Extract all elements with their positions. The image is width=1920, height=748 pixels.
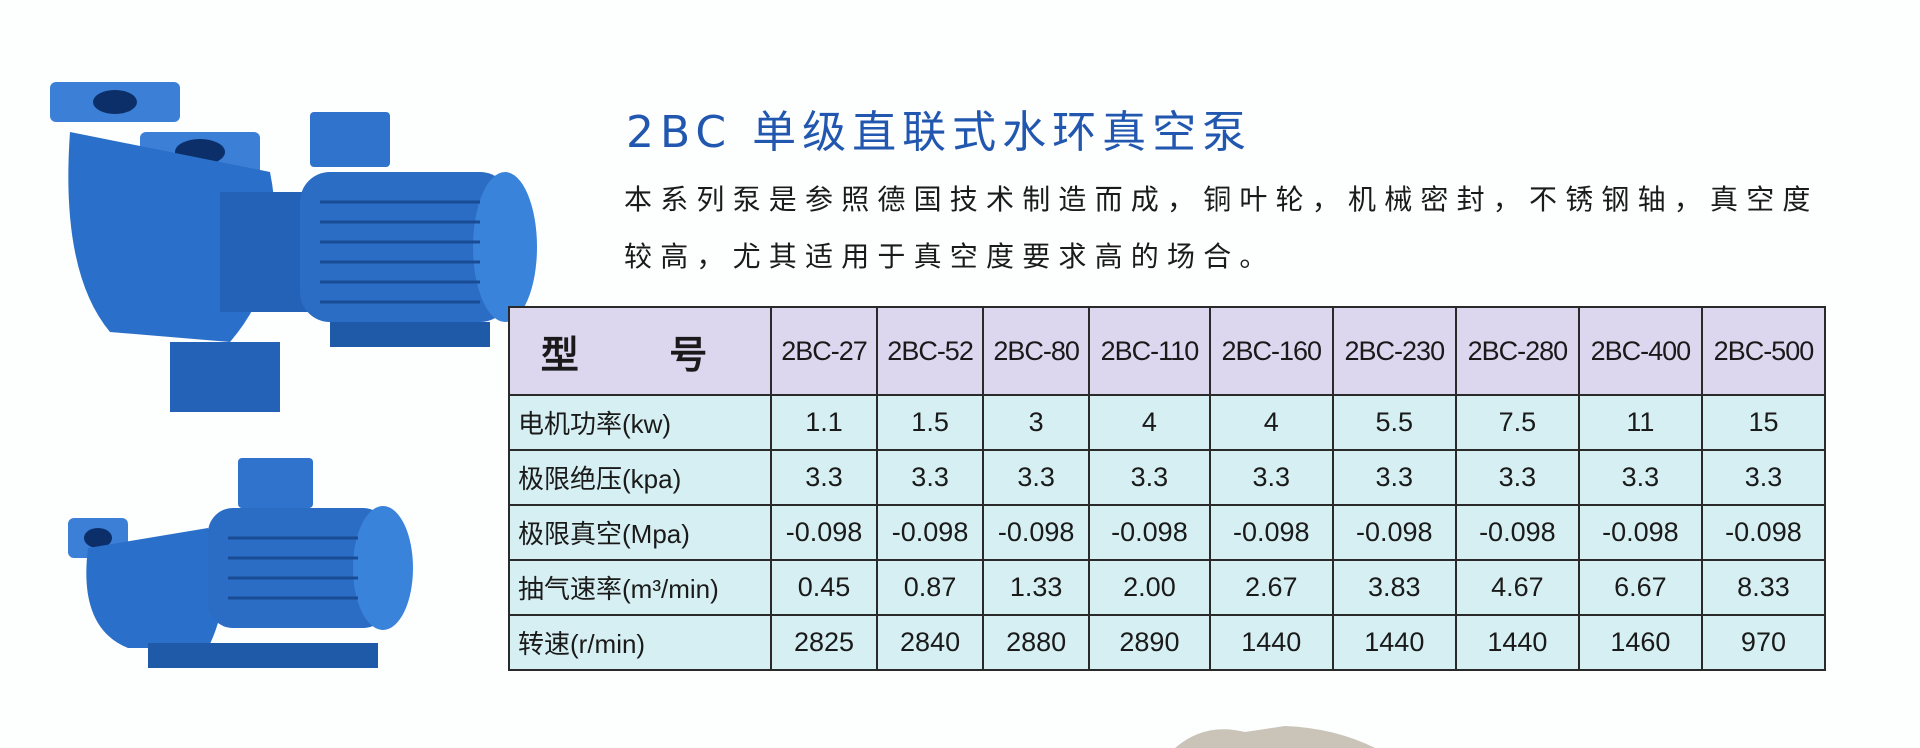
- table-cell: 1440: [1208, 614, 1334, 671]
- table-cell: 4: [1088, 394, 1211, 451]
- model-header: 2BC-500: [1700, 306, 1827, 396]
- table-header-row: 型 号 2BC-27 2BC-52 2BC-80 2BC-110 2BC-160…: [508, 306, 1827, 396]
- table-row: 电机功率(kw) 1.1 1.5 3 4 4 5.5 7.5 11 15: [508, 394, 1827, 451]
- row-label: 抽气速率(m³/min): [508, 559, 772, 616]
- table-cell: -0.098: [1331, 504, 1457, 561]
- table-cell: 4.67: [1454, 559, 1580, 616]
- table-cell: 5.5: [1331, 394, 1457, 451]
- table-cell: 3.3: [876, 449, 985, 506]
- row-label: 电机功率(kw): [508, 394, 772, 451]
- table-cell: 2.67: [1208, 559, 1334, 616]
- table-cell: 1.1: [769, 394, 879, 451]
- table-cell: 3.3: [1577, 449, 1703, 506]
- table-row: 转速(r/min) 2825 2840 2880 2890 1440 1440 1440 146…: [508, 614, 1827, 671]
- table-cell: 6.67: [1577, 559, 1703, 616]
- description-line-1: 本系列泵是参照德国技术制造而成，铜叶轮，机械密封，不锈钢轴，真空度: [624, 183, 1819, 216]
- row-label: 极限真空(Mpa): [508, 504, 772, 561]
- table-cell: -0.098: [876, 504, 985, 561]
- table-cell: 3: [982, 394, 1091, 451]
- page-title: 2BC 单级直联式水环真空泵: [626, 107, 1253, 158]
- row-label: 转速(r/min): [508, 614, 772, 671]
- table-cell: 970: [1700, 614, 1827, 671]
- row-label: 极限绝压(kpa): [508, 449, 772, 506]
- model-header: 2BC-400: [1577, 306, 1703, 396]
- table-cell: -0.098: [1700, 504, 1827, 561]
- table-cell: 1440: [1454, 614, 1580, 671]
- table-cell: 2840: [876, 614, 985, 671]
- model-header: 2BC-52: [876, 306, 985, 396]
- header-label: 型 号: [508, 306, 772, 396]
- table-cell: -0.098: [1454, 504, 1580, 561]
- table-cell: 2.00: [1088, 559, 1211, 616]
- table-cell: 15: [1700, 394, 1827, 451]
- model-header: 2BC-27: [769, 306, 879, 396]
- table-cell: 1.5: [876, 394, 985, 451]
- table-cell: 3.3: [982, 449, 1091, 506]
- table-cell: 1460: [1577, 614, 1703, 671]
- table-cell: 1440: [1331, 614, 1457, 671]
- table-cell: 8.33: [1700, 559, 1827, 616]
- table-cell: 1.33: [982, 559, 1091, 616]
- table-cell: 3.3: [1088, 449, 1211, 506]
- table-cell: 3.3: [1208, 449, 1334, 506]
- large-pump-image: [50, 82, 537, 412]
- table-row: 抽气速率(m³/min) 0.45 0.87 1.33 2.00 2.67 3.83 4.67…: [508, 559, 1827, 616]
- model-header: 2BC-160: [1208, 306, 1334, 396]
- model-header: 2BC-230: [1331, 306, 1457, 396]
- table-cell: 3.3: [1454, 449, 1580, 506]
- table-cell: 4: [1208, 394, 1334, 451]
- table-cell: 3.3: [769, 449, 879, 506]
- table-row: 极限真空(Mpa) -0.098 -0.098 -0.098 -0.098 -0.098-…: [508, 504, 1827, 561]
- table-cell: -0.098: [1088, 504, 1211, 561]
- table-cell: 0.87: [876, 559, 985, 616]
- model-header: 2BC-110: [1088, 306, 1211, 396]
- table-cell: 2880: [982, 614, 1091, 671]
- table-cell: 2890: [1088, 614, 1211, 671]
- table-cell: 0.45: [769, 559, 879, 616]
- spec-table: 型 号 2BC-27 2BC-52 2BC-80 2BC-110 2BC-160…: [508, 306, 1827, 671]
- partial-product-image: [1175, 726, 1375, 748]
- table-cell: 3.3: [1700, 449, 1827, 506]
- table-cell: -0.098: [1577, 504, 1703, 561]
- table-cell: 3.3: [1331, 449, 1457, 506]
- table-cell: -0.098: [769, 504, 879, 561]
- model-header: 2BC-280: [1454, 306, 1580, 396]
- model-header: 2BC-80: [982, 306, 1091, 396]
- table-cell: 11: [1577, 394, 1703, 451]
- table-cell: 3.83: [1331, 559, 1457, 616]
- table-cell: 2825: [769, 614, 879, 671]
- table-cell: -0.098: [982, 504, 1091, 561]
- description-line-2: 较高，尤其适用于真空度要求高的场合。: [624, 240, 1276, 273]
- table-cell: -0.098: [1208, 504, 1334, 561]
- table-cell: 7.5: [1454, 394, 1580, 451]
- small-pump-image: [68, 458, 413, 668]
- table-row: 极限绝压(kpa) 3.3 3.3 3.3 3.3 3.3 3.3 3.3 3.3 3.3: [508, 449, 1827, 506]
